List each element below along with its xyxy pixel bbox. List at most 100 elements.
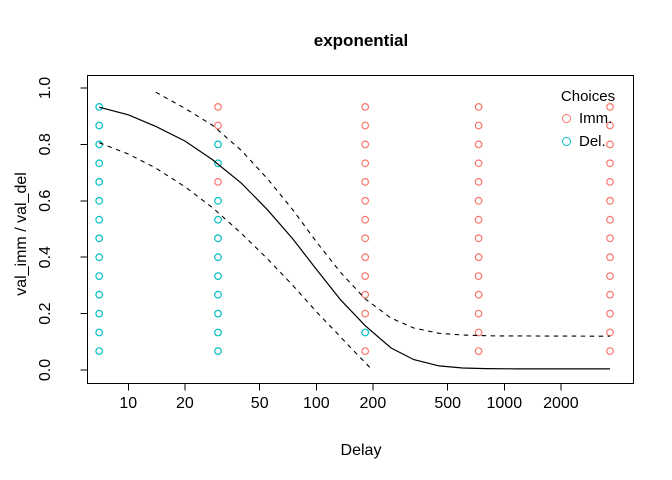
- data-point: [361, 215, 370, 224]
- x-tick-label: 2000: [543, 395, 579, 412]
- data-point: [361, 121, 370, 130]
- data-point: [474, 290, 483, 299]
- data-point: [214, 272, 222, 281]
- y-tick-label: 0.4: [37, 246, 54, 268]
- y-tick-label: 1.0: [37, 77, 54, 99]
- data-point: [214, 140, 222, 149]
- data-point: [474, 215, 483, 224]
- data-point: [474, 253, 483, 262]
- y-tick-label: 0.8: [37, 133, 54, 155]
- data-point: [361, 290, 370, 299]
- x-tick-label: 500: [434, 395, 461, 412]
- data-point: [214, 159, 222, 168]
- data-point: [474, 177, 483, 186]
- data-point: [361, 272, 370, 281]
- data-point: [214, 309, 222, 318]
- y-tick-label: 0.2: [37, 302, 54, 324]
- data-point: [95, 140, 104, 149]
- data-point: [361, 140, 370, 149]
- data-point: [474, 328, 483, 337]
- data-point: [95, 121, 104, 130]
- x-tick-label: 1000: [487, 395, 523, 412]
- data-point: [95, 290, 104, 299]
- data-point: [95, 272, 104, 281]
- data-point: [361, 159, 370, 168]
- data-point: [95, 196, 104, 205]
- data-point: [474, 102, 483, 111]
- data-point: [606, 272, 614, 281]
- x-tick-label: 200: [360, 395, 387, 412]
- legend-item-label: Del.: [579, 132, 606, 150]
- data-point: [361, 177, 370, 186]
- x-tick-label: 50: [251, 395, 269, 412]
- del-marker-icon: [562, 136, 571, 146]
- data-point: [361, 328, 370, 337]
- scatter-points: [95, 102, 614, 356]
- x-tick-label: 10: [119, 395, 137, 412]
- data-point: [95, 309, 104, 318]
- data-point: [95, 159, 104, 168]
- data-point: [214, 234, 222, 243]
- data-point: [361, 196, 370, 205]
- data-point: [214, 177, 222, 186]
- data-point: [95, 102, 104, 111]
- imm-marker-icon: [562, 113, 571, 123]
- data-point: [95, 215, 104, 224]
- x-tick-label: 20: [176, 395, 194, 412]
- data-point: [361, 102, 370, 111]
- data-point: [214, 290, 222, 299]
- data-point: [606, 177, 614, 186]
- data-point: [474, 309, 483, 318]
- data-point: [606, 140, 614, 149]
- ci-upper-curve: [155, 91, 611, 337]
- legend-item-imm: Imm.: [556, 109, 622, 127]
- data-point: [606, 102, 614, 111]
- y-axis-title: val_imm / val_del: [13, 172, 30, 296]
- legend-item-label: Imm.: [579, 109, 613, 127]
- ci-lower-curve: [99, 142, 373, 370]
- data-point: [214, 347, 222, 356]
- data-point: [214, 328, 222, 337]
- data-point: [474, 347, 483, 356]
- data-point: [95, 253, 104, 262]
- data-point: [606, 159, 614, 168]
- legend: Choices Imm. Del.: [556, 89, 622, 150]
- legend-item-del: Del.: [556, 132, 622, 150]
- chart-title: exponential: [313, 31, 409, 50]
- y-tick-label: 0.0: [37, 359, 54, 381]
- legend-title: Choices: [560, 88, 616, 105]
- y-axis: 0.0 0.2 0.4 0.6 0.8 1.0: [37, 77, 88, 381]
- data-point: [474, 159, 483, 168]
- data-point: [95, 328, 104, 337]
- data-point: [474, 234, 483, 243]
- data-point: [361, 234, 370, 243]
- data-point: [474, 196, 483, 205]
- plot-area-border: [87, 75, 634, 384]
- y-tick-label: 0.6: [37, 190, 54, 212]
- data-point: [606, 215, 614, 224]
- data-point: [214, 102, 222, 111]
- fit-curve: [99, 106, 610, 370]
- data-point: [214, 196, 222, 205]
- data-point: [474, 272, 483, 281]
- data-point: [606, 290, 614, 299]
- data-point: [361, 347, 370, 356]
- data-point: [606, 121, 614, 130]
- data-point: [606, 309, 614, 318]
- data-point: [214, 121, 222, 130]
- x-axis: 10 20 50 100 200 500 1000 2000: [119, 383, 579, 412]
- data-point: [606, 234, 614, 243]
- data-point: [606, 253, 614, 262]
- data-point: [214, 253, 222, 262]
- data-point: [214, 215, 222, 224]
- data-point: [95, 177, 104, 186]
- data-point: [95, 234, 104, 243]
- data-point: [474, 121, 483, 130]
- data-point: [606, 328, 614, 337]
- data-point: [95, 347, 104, 356]
- x-tick-label: 100: [303, 395, 330, 412]
- data-point: [606, 196, 614, 205]
- data-point: [361, 309, 370, 318]
